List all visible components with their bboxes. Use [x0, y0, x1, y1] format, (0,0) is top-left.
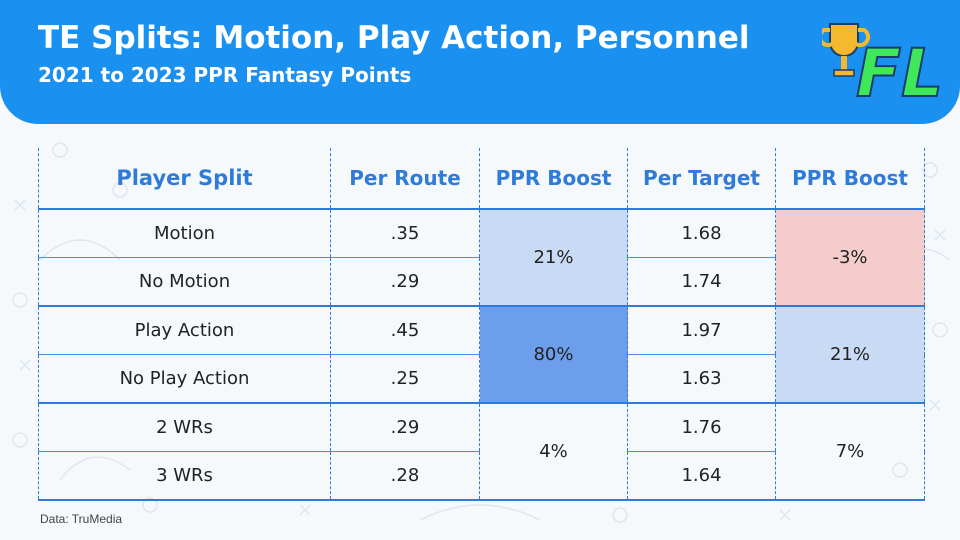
- table-row: Play Action .45 80% 1.97 21%: [38, 305, 925, 404]
- column-header-per-target: Per Target: [627, 148, 776, 210]
- per-route-value: .28: [330, 451, 480, 501]
- route-ppr-boost: 21%: [479, 208, 628, 307]
- trophy-icon: [822, 23, 871, 77]
- target-ppr-boost: 21%: [775, 305, 925, 404]
- target-ppr-boost: -3%: [775, 208, 925, 307]
- route-ppr-boost: 4%: [479, 402, 628, 501]
- table-row: No Play Action .25 1.63: [38, 354, 925, 404]
- table-row: 2 WRs .29 4% 1.76 7%: [38, 402, 925, 501]
- data-source-note: Data: TruMedia: [40, 512, 123, 526]
- page-title: TE Splits: Motion, Play Action, Personne…: [38, 20, 750, 56]
- per-route-value: .29: [330, 257, 480, 307]
- per-target-value: 1.76: [627, 402, 776, 452]
- per-target-value: 1.64: [627, 451, 776, 501]
- column-header-target-ppr-boost: PPR Boost: [775, 148, 925, 210]
- split-label: 2 WRs: [38, 402, 331, 452]
- split-label: Play Action: [38, 305, 331, 355]
- column-header-player-split: Player Split: [38, 148, 331, 210]
- route-ppr-boost: 80%: [479, 305, 628, 404]
- per-route-value: .25: [330, 354, 480, 404]
- page-subtitle: 2021 to 2023 PPR Fantasy Points: [38, 63, 412, 87]
- splits-table: Player Split Per Route PPR Boost Per Tar…: [38, 148, 925, 501]
- split-label: 3 WRs: [38, 451, 331, 501]
- per-target-value: 1.74: [627, 257, 776, 307]
- header-banner: TE Splits: Motion, Play Action, Personne…: [0, 0, 960, 124]
- split-label: No Motion: [38, 257, 331, 307]
- per-route-value: .35: [330, 208, 480, 258]
- column-header-route-ppr-boost: PPR Boost: [479, 148, 628, 210]
- logo-text: FL: [856, 35, 943, 106]
- table-header-row: Player Split Per Route PPR Boost Per Tar…: [38, 148, 925, 210]
- per-target-value: 1.68: [627, 208, 776, 258]
- table-row: No Motion .29 1.74: [38, 257, 925, 307]
- fl-logo: FL: [822, 23, 944, 106]
- per-route-value: .45: [330, 305, 480, 355]
- per-target-value: 1.97: [627, 305, 776, 355]
- split-label: Motion: [38, 208, 331, 258]
- per-target-value: 1.63: [627, 354, 776, 404]
- table-row: Motion .35 21% 1.68 -3%: [38, 208, 925, 307]
- table-row: 3 WRs .28 1.64: [38, 451, 925, 501]
- per-route-value: .29: [330, 402, 480, 452]
- split-label: No Play Action: [38, 354, 331, 404]
- column-header-per-route: Per Route: [330, 148, 480, 210]
- target-ppr-boost: 7%: [775, 402, 925, 501]
